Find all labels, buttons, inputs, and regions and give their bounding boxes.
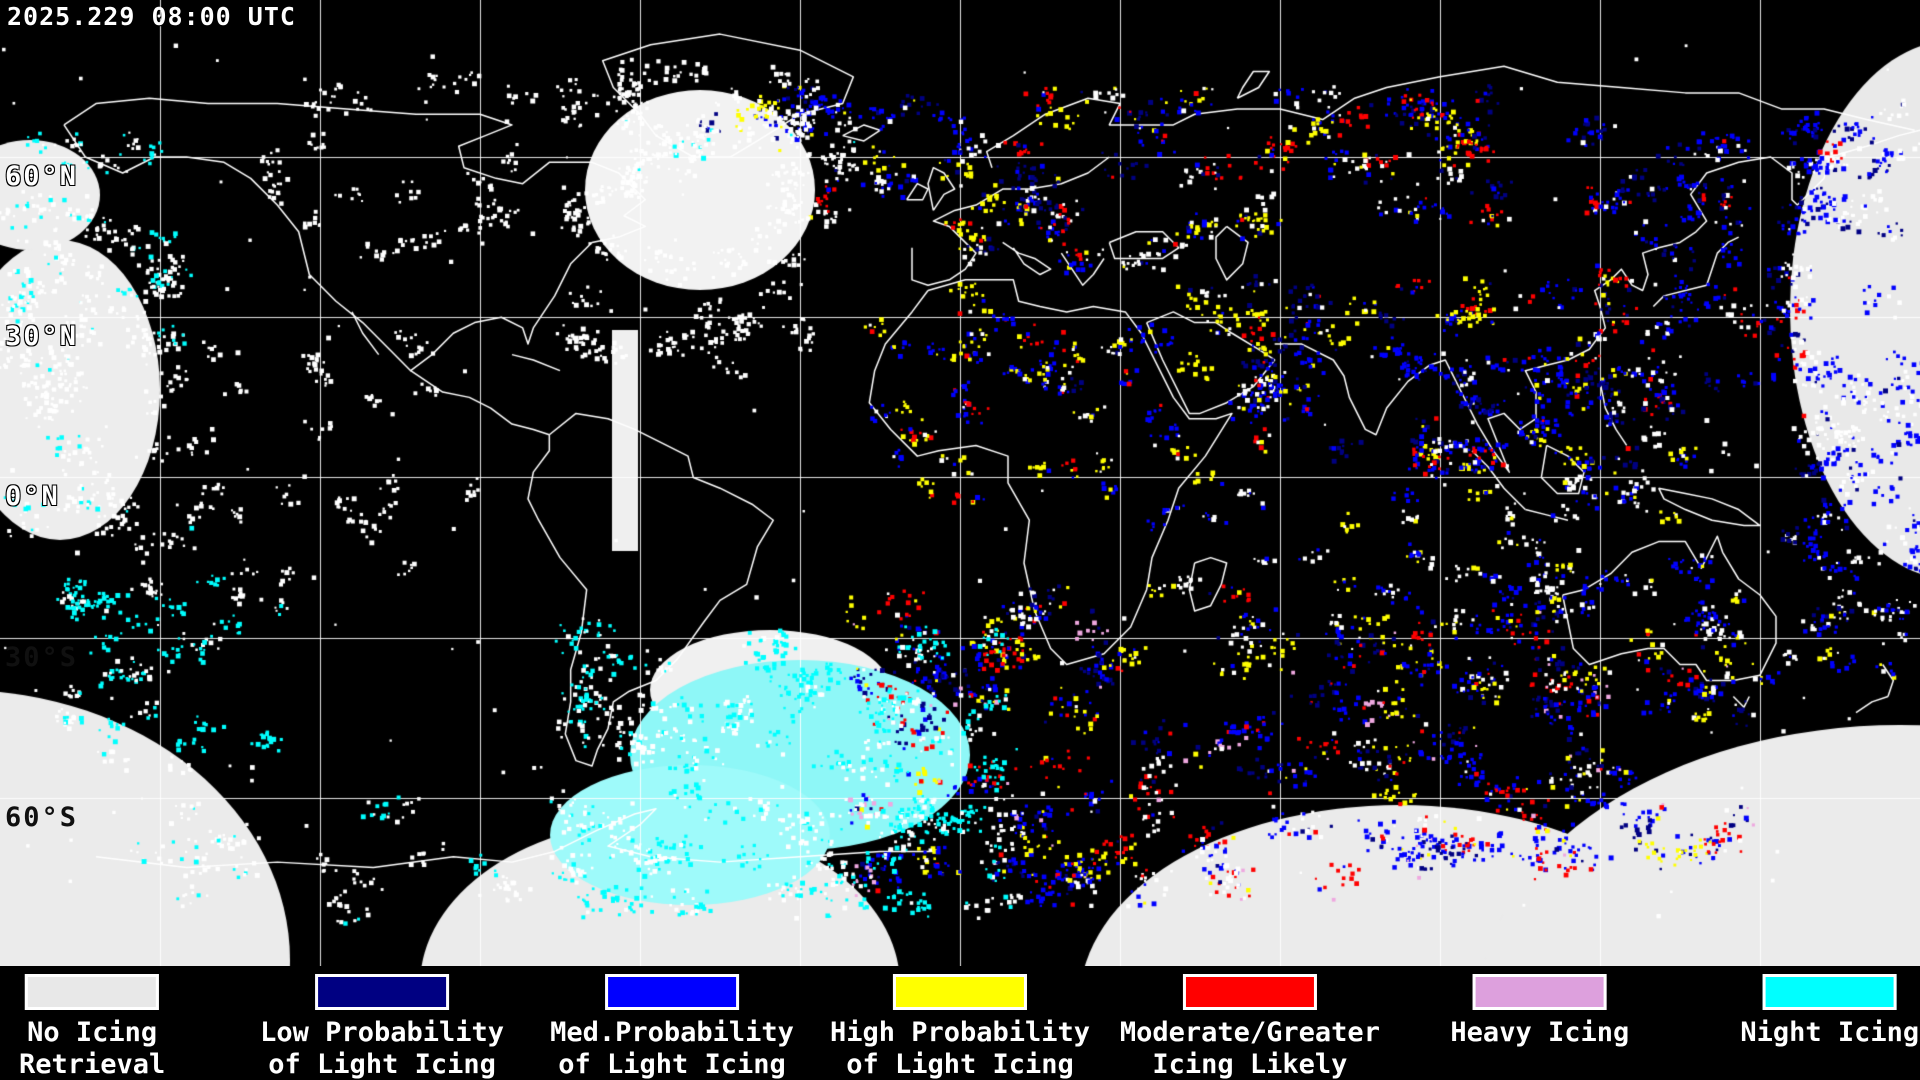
world-icing-map: 2025.229 08:00 UTC 60°N 30°N 0°N 30°S 60°S	[0, 0, 1920, 966]
legend-label: Low Probability of Light Icing	[260, 1017, 504, 1080]
satellite-icing-composite	[0, 0, 1920, 966]
legend-label: High Probability of Light Icing	[829, 1017, 1091, 1080]
legend-label: No Icing Retrieval	[19, 1017, 166, 1080]
lat-label: 30°S	[5, 642, 79, 673]
legend-swatch	[1182, 974, 1317, 1010]
legend: No Icing Retrieval Low Probability of Light…	[0, 966, 1920, 1080]
legend-item: Heavy Icing	[1450, 974, 1629, 1049]
timestamp: 2025.229 08:00 UTC	[7, 2, 296, 31]
legend-label: Moderate/Greater Icing Likely	[1119, 1017, 1380, 1080]
lat-label: 0°N	[5, 481, 60, 512]
legend-label: Heavy Icing	[1450, 1017, 1630, 1048]
legend-swatch	[315, 974, 450, 1010]
legend-swatch	[1472, 974, 1607, 1010]
legend-item: Moderate/Greater Icing Likely	[1120, 974, 1380, 1080]
legend-item: Night Icing	[1740, 974, 1919, 1049]
lat-label: 60°N	[5, 161, 79, 192]
legend-item: Low Probability of Light Icing	[260, 974, 504, 1080]
legend-item: High Probability of Light Icing	[830, 974, 1090, 1080]
legend-swatch	[25, 974, 160, 1010]
legend-swatch	[605, 974, 739, 1010]
legend-label: Med.Probability of Light Icing	[550, 1017, 794, 1080]
legend-swatch	[893, 974, 1027, 1010]
legend-item: No Icing Retrieval	[19, 974, 165, 1080]
lat-label: 60°S	[5, 802, 79, 833]
lat-label: 30°N	[5, 321, 79, 352]
legend-swatch	[1762, 974, 1897, 1010]
legend-item: Med.Probability of Light Icing	[550, 974, 794, 1080]
legend-label: Night Icing	[1740, 1017, 1920, 1048]
